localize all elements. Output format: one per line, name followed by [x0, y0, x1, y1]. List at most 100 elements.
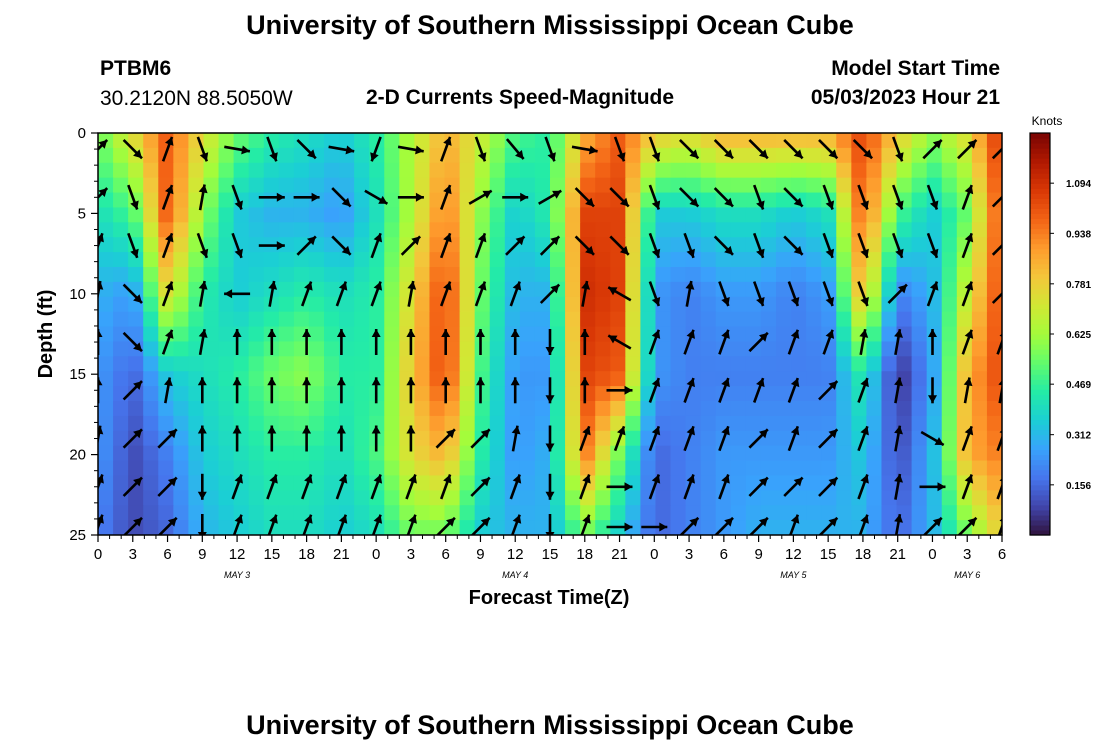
- current-vector: [510, 329, 520, 355]
- x-tick-label: 3: [129, 546, 137, 563]
- colorbar-swatch: [1030, 303, 1050, 310]
- heatmap-cell: [324, 430, 340, 447]
- heatmap-cell: [806, 147, 822, 164]
- heatmap-cell: [173, 371, 189, 387]
- x-tick-label: 6: [998, 546, 1006, 563]
- heatmap-cell: [444, 192, 461, 209]
- current-vector: [752, 281, 765, 307]
- heatmap-cell: [98, 177, 114, 194]
- heatmap-cell: [821, 341, 837, 357]
- heatmap-cell: [143, 207, 159, 223]
- heatmap-cell: [218, 505, 235, 521]
- colorbar-swatch: [1030, 138, 1050, 144]
- heatmap-cell: [791, 311, 807, 328]
- heatmap-cell: [715, 401, 732, 417]
- heatmap-cell: [926, 356, 943, 372]
- heatmap-cell: [414, 505, 431, 521]
- colorbar-swatch: [1030, 153, 1050, 159]
- heatmap-cell: [158, 296, 174, 313]
- current-vector: [302, 329, 312, 355]
- x-tick-label: 9: [754, 546, 762, 563]
- heatmap-cell: [700, 311, 717, 328]
- heatmap-cell: [776, 475, 792, 491]
- current-vector: [439, 281, 452, 307]
- heatmap-cell: [866, 237, 883, 253]
- heatmap-cell: [911, 177, 928, 194]
- heatmap-cell: [158, 311, 174, 328]
- heatmap-cell: [956, 401, 973, 417]
- current-vector: [268, 280, 278, 307]
- heatmap-cell: [565, 296, 581, 313]
- heatmap-cell: [188, 222, 205, 238]
- heatmap-cell: [971, 401, 988, 417]
- current-vector: [371, 514, 383, 535]
- heatmap-cell: [399, 386, 415, 402]
- heatmap-cell: [534, 222, 551, 238]
- heatmap-cell: [188, 520, 205, 535]
- heatmap-cell: [489, 356, 506, 372]
- current-vector: [818, 516, 839, 535]
- heatmap-cell: [685, 401, 702, 417]
- heatmap-cell: [881, 207, 898, 223]
- heatmap-cell: [896, 401, 913, 417]
- current-vector: [161, 329, 174, 355]
- heatmap-cell: [444, 207, 461, 223]
- heatmap-cell: [354, 401, 370, 417]
- current-vector: [476, 377, 485, 404]
- heatmap-cell: [911, 252, 928, 268]
- heatmap-cell: [143, 386, 159, 402]
- heatmap-cell: [565, 311, 581, 328]
- heatmap-cell: [414, 252, 431, 268]
- colorbar-swatch: [1030, 198, 1050, 204]
- current-vector: [302, 514, 313, 535]
- current-vector: [439, 474, 452, 500]
- heatmap-cell: [986, 415, 1002, 432]
- heatmap-cell: [414, 386, 431, 402]
- heatmap-cell: [610, 296, 626, 313]
- heatmap-cell: [218, 490, 235, 506]
- current-vector: [509, 474, 522, 500]
- heatmap-cell: [610, 177, 626, 194]
- heatmap-cell: [248, 311, 265, 328]
- current-vector: [961, 184, 974, 210]
- heatmap-cell: [504, 401, 521, 417]
- heatmap-cell: [836, 371, 852, 387]
- heatmap-cell: [550, 326, 566, 343]
- current-vector: [196, 136, 209, 162]
- heatmap-cell: [158, 207, 174, 223]
- heatmap-cell: [98, 296, 114, 313]
- current-vector: [157, 428, 178, 449]
- heatmap-cell: [399, 222, 415, 238]
- heatmap-cell: [278, 445, 295, 462]
- heatmap-cell: [715, 162, 732, 179]
- heatmap-cell: [519, 133, 536, 149]
- heatmap-cell: [745, 475, 762, 491]
- heatmap-cell: [203, 401, 220, 417]
- heatmap-cell: [278, 267, 295, 283]
- colorbar-swatch: [1030, 524, 1050, 531]
- heatmap-cell: [354, 445, 370, 462]
- heatmap-cell: [339, 222, 355, 238]
- heatmap-cell: [625, 460, 641, 477]
- y-tick-label: 5: [78, 205, 86, 222]
- heatmap-cell: [384, 490, 400, 506]
- heatmap-cell: [745, 267, 762, 283]
- heatmap-cell: [263, 311, 280, 328]
- heatmap-cell: [429, 133, 446, 149]
- x-tick-label: 21: [333, 546, 350, 563]
- heatmap-cell: [113, 356, 129, 372]
- heatmap-cell: [173, 326, 189, 343]
- heatmap-cell: [444, 505, 461, 521]
- colorbar-tick-label: 0.781: [1066, 280, 1091, 291]
- heatmap-cell: [670, 460, 687, 477]
- heatmap-cell: [580, 267, 596, 283]
- heatmap-cell: [489, 162, 506, 179]
- heatmap-cell: [836, 267, 852, 283]
- current-vector: [371, 329, 381, 355]
- date-label: MAY 4: [502, 570, 528, 580]
- heatmap-cell: [851, 267, 867, 283]
- heatmap-cell: [384, 147, 400, 164]
- heatmap-cell: [806, 490, 822, 506]
- heatmap-cell: [821, 460, 837, 477]
- heatmap-cell: [278, 490, 295, 506]
